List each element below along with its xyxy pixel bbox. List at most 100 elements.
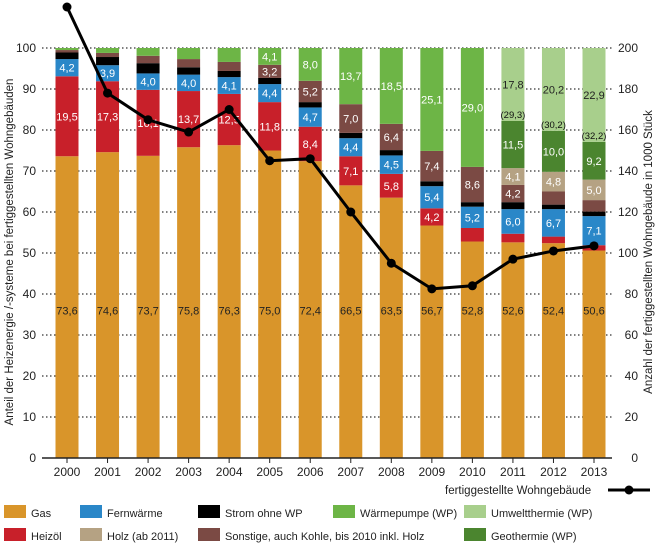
y2-tick-label: 40: [625, 369, 639, 383]
data-label: 56,7: [421, 305, 442, 317]
bar-segment-gas: [379, 197, 403, 458]
data-label: 8,0: [303, 59, 318, 71]
bar-segment-fernwärme: [339, 138, 363, 157]
data-label: 4,1: [505, 172, 520, 184]
bar-segment-wärmepumpe-wp-: [55, 48, 79, 51]
bar-segment-holz-ab-: [582, 179, 606, 201]
x-tick-label: 2005: [256, 465, 283, 479]
line-point: [346, 207, 356, 217]
y-tick-label: 80: [23, 123, 37, 137]
y2-tick-label: 20: [625, 410, 639, 424]
x-tick-label: 2012: [540, 465, 567, 479]
data-label: 18,5: [381, 81, 402, 93]
legend-label: Umweltthermie (WP): [491, 508, 592, 520]
bar-segment-umweltthermie-wp-: [541, 48, 565, 131]
bar-segment-fernwärme: [460, 206, 484, 228]
y2-tick-label: 60: [625, 328, 639, 342]
bar-segment-sonstige-auch-kohle-bis-inkl-holz: [582, 200, 606, 212]
bar-segment-gas: [541, 243, 565, 458]
line-point: [184, 127, 194, 137]
bar-segment-sonstige-auch-kohle-bis-inkl-holz: [501, 184, 525, 203]
bar-segment-sonstige-auch-kohle-bis-inkl-holz: [136, 55, 160, 64]
bar-segment-sonstige-auch-kohle-bis-inkl-holz: [258, 64, 282, 78]
line-point: [103, 88, 113, 98]
bar-segment-gas: [136, 155, 160, 458]
bar-segment-strom-ohne-wp: [420, 181, 444, 187]
data-label: 63,5: [381, 305, 402, 317]
line-point: [265, 156, 275, 166]
bar-segment-strom-ohne-wp: [582, 211, 606, 217]
data-label: 6,4: [384, 132, 399, 144]
bar-segment-strom-ohne-wp: [501, 202, 525, 210]
data-label: 4,1: [262, 51, 277, 63]
y-tick-label: 100: [16, 41, 36, 55]
legend-swatch: [464, 528, 486, 541]
bar-segment-sonstige-auch-kohle-bis-inkl-holz: [55, 50, 79, 53]
data-label: 76,3: [218, 305, 239, 317]
data-label: 7,1: [586, 226, 601, 238]
data-label: 73,7: [137, 305, 158, 317]
y2-tick-label: 180: [618, 82, 638, 96]
data-label: 4,0: [181, 78, 196, 90]
data-label: 4,2: [505, 189, 520, 201]
data-label: 74,6: [97, 305, 118, 317]
data-label: 10,0: [543, 146, 564, 158]
bar-segment-wärmepumpe-wp-: [177, 48, 201, 60]
line-point: [62, 2, 72, 12]
data-label: 7,0: [343, 114, 358, 126]
data-label: 7,4: [424, 161, 439, 173]
y-tick-label: 40: [23, 287, 37, 301]
data-label: 72,4: [300, 305, 321, 317]
legend-swatch: [80, 505, 102, 518]
y2-tick-label: 0: [631, 451, 638, 465]
bar-segment-wärmepumpe-wp-: [460, 48, 484, 167]
data-label: 22,9: [583, 90, 604, 102]
bar-segment-heizöl: [339, 156, 363, 186]
y-tick-label: 90: [23, 82, 37, 96]
y2-tick-label: 100: [618, 246, 638, 260]
bar-segment-sonstige-auch-kohle-bis-inkl-holz: [339, 104, 363, 133]
y-tick-label: 30: [23, 328, 37, 342]
line-point: [224, 105, 234, 114]
bar-segment-fernwärme: [96, 65, 120, 82]
y-tick-label: 0: [29, 451, 36, 465]
bar-segment-umweltthermie-wp-: [582, 48, 606, 142]
bar-segment-fernwärme: [541, 209, 565, 237]
legend-label: Holz (ab 2011): [107, 531, 178, 543]
bar-segment-strom-ohne-wp: [258, 77, 282, 85]
y-axis-label: Anteil der Heizenergie /-systeme bei fer…: [4, 79, 16, 426]
bar-segment-fernwärme: [177, 74, 201, 92]
line-point: [427, 284, 437, 294]
data-label: 5,4: [424, 192, 439, 204]
data-label: 4,4: [343, 142, 358, 154]
line-point: [508, 254, 518, 264]
data-label: 29,0: [462, 102, 483, 114]
data-label: 50,6: [583, 305, 604, 317]
data-label: 17,8: [502, 79, 523, 91]
bar-segment-gas: [217, 145, 241, 459]
x-tick-label: 2009: [418, 465, 445, 479]
bar-segment-wärmepumpe-wp-: [136, 48, 160, 56]
data-label: 52,6: [502, 305, 523, 317]
bar-segment-gas: [96, 152, 120, 458]
y-tick-label: 70: [23, 164, 37, 178]
data-label: 66,5: [340, 305, 361, 317]
bar-segment-heizöl: [96, 81, 120, 153]
bar-segment-sonstige-auch-kohle-bis-inkl-holz: [541, 191, 565, 205]
bar-segment-umweltthermie-wp-: [501, 48, 525, 121]
bar-segment-sonstige-auch-kohle-bis-inkl-holz: [379, 123, 403, 151]
legend-label: Wärmepumpe (WP): [360, 508, 457, 520]
bar-segment-gas: [501, 242, 525, 458]
bar-segment-gas: [298, 161, 322, 458]
bar-segment-strom-ohne-wp: [217, 70, 241, 78]
legend-label: Strom ohne WP: [225, 508, 303, 520]
x-tick-label: 2007: [337, 465, 364, 479]
bar-segment-heizöl: [379, 173, 403, 198]
bar-segment-heizöl: [177, 91, 201, 148]
data-label: 75,0: [259, 305, 280, 317]
data-label: 20,2: [543, 84, 564, 96]
bar-segment-gas: [339, 185, 363, 458]
y2-tick-label: 160: [618, 123, 638, 137]
legend-swatch: [464, 505, 486, 518]
